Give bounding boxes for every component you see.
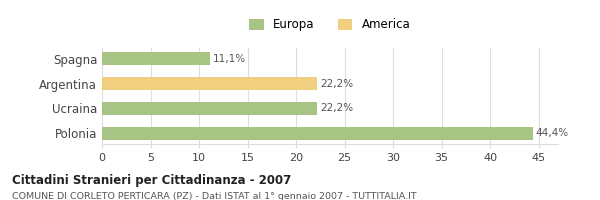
Text: COMUNE DI CORLETO PERTICARA (PZ) - Dati ISTAT al 1° gennaio 2007 - TUTTITALIA.IT: COMUNE DI CORLETO PERTICARA (PZ) - Dati … [12, 192, 416, 200]
Bar [102, 77, 317, 90]
Text: 22,2%: 22,2% [320, 103, 353, 113]
Text: 22,2%: 22,2% [320, 79, 353, 89]
Legend: Europa, America: Europa, America [245, 14, 415, 36]
Text: 11,1%: 11,1% [212, 54, 246, 64]
Bar [102, 52, 209, 65]
Text: 44,4%: 44,4% [536, 128, 569, 138]
Bar [102, 102, 317, 115]
Bar [102, 127, 533, 140]
Text: Cittadini Stranieri per Cittadinanza - 2007: Cittadini Stranieri per Cittadinanza - 2… [12, 174, 291, 187]
